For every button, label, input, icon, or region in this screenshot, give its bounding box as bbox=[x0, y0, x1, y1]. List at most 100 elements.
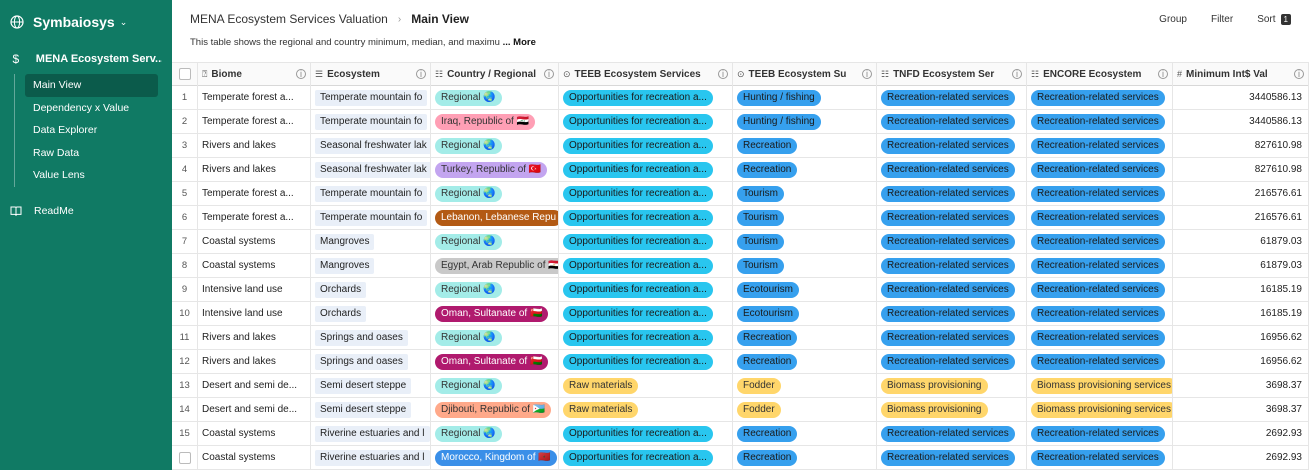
country-cell[interactable]: Regional 🌏 bbox=[431, 181, 559, 206]
country-cell[interactable]: Regional 🌏 bbox=[431, 277, 559, 302]
info-icon[interactable]: i bbox=[1158, 69, 1168, 79]
tnfd-cell[interactable]: Recreation-related services bbox=[877, 157, 1027, 182]
row-number-cell[interactable]: 15 bbox=[172, 421, 198, 446]
teeb-sub-cell[interactable]: Tourism bbox=[733, 181, 877, 206]
ecosystem-cell[interactable]: Riverine estuaries and l bbox=[311, 445, 431, 470]
column-header-teeb-sub[interactable]: ⊙ TEEB Ecosystem Su i bbox=[733, 62, 877, 86]
biome-cell[interactable]: Temperate forest a... bbox=[198, 205, 311, 230]
ecosystem-cell[interactable]: Orchards bbox=[311, 301, 431, 326]
biome-cell[interactable]: Intensive land use bbox=[198, 301, 311, 326]
teeb-service-cell[interactable]: Opportunities for recreation a... bbox=[559, 181, 733, 206]
country-cell[interactable]: Regional 🌏 bbox=[431, 133, 559, 158]
table-row[interactable]: 15 Coastal systems Riverine estuaries and … bbox=[172, 421, 1309, 446]
row-number-cell[interactable]: 8 bbox=[172, 253, 198, 278]
encore-cell[interactable]: Recreation-related services bbox=[1027, 325, 1173, 350]
table-row[interactable]: 4 Rivers and lakes Seasonal freshwater lak… bbox=[172, 157, 1309, 182]
tnfd-cell[interactable]: Recreation-related services bbox=[877, 205, 1027, 230]
encore-cell[interactable]: Recreation-related services bbox=[1027, 181, 1173, 206]
encore-cell[interactable]: Recreation-related services bbox=[1027, 157, 1173, 182]
biome-cell[interactable]: Rivers and lakes bbox=[198, 133, 311, 158]
biome-cell[interactable]: Rivers and lakes bbox=[198, 349, 311, 374]
row-number-cell[interactable]: 4 bbox=[172, 157, 198, 182]
ecosystem-cell[interactable]: Orchards bbox=[311, 277, 431, 302]
country-cell[interactable]: Regional 🌏 bbox=[431, 421, 559, 446]
breadcrumb-parent[interactable]: MENA Ecosystem Services Valuation bbox=[190, 12, 388, 26]
table-row[interactable]: Coastal systems Riverine estuaries and l M… bbox=[172, 445, 1309, 470]
teeb-service-cell[interactable]: Opportunities for recreation a... bbox=[559, 325, 733, 350]
table-row[interactable]: 5 Temperate forest a... Temperate mountain… bbox=[172, 181, 1309, 206]
info-icon[interactable]: i bbox=[1294, 69, 1304, 79]
column-header-min-value[interactable]: # Minimum Int$ Val i bbox=[1173, 62, 1309, 86]
sidebar-view-dependency-x-value[interactable]: Dependency x Value bbox=[33, 101, 130, 114]
country-cell[interactable]: Lebanon, Lebanese Repu bbox=[431, 205, 559, 230]
ecosystem-cell[interactable]: Riverine estuaries and l bbox=[311, 421, 431, 446]
info-icon[interactable]: i bbox=[296, 69, 306, 79]
info-icon[interactable]: i bbox=[544, 69, 554, 79]
country-cell[interactable]: Djibouti, Republic of 🇩🇯 bbox=[431, 397, 559, 422]
ecosystem-cell[interactable]: Semi desert steppe bbox=[311, 397, 431, 422]
table-row[interactable]: 7 Coastal systems Mangroves Regional 🌏 Oppor… bbox=[172, 229, 1309, 254]
teeb-sub-cell[interactable]: Tourism bbox=[733, 253, 877, 278]
biome-cell[interactable]: Desert and semi de... bbox=[198, 373, 311, 398]
column-header-encore[interactable]: ☷ ENCORE Ecosystem i bbox=[1027, 62, 1173, 86]
min-value-cell[interactable]: 16185.19 bbox=[1173, 301, 1309, 326]
table-row[interactable]: 1 Temperate forest a... Temperate mountain… bbox=[172, 85, 1309, 110]
teeb-sub-cell[interactable]: Recreation bbox=[733, 157, 877, 182]
tnfd-cell[interactable]: Recreation-related services bbox=[877, 445, 1027, 470]
biome-cell[interactable]: Coastal systems bbox=[198, 421, 311, 446]
biome-cell[interactable]: Coastal systems bbox=[198, 253, 311, 278]
tnfd-cell[interactable]: Recreation-related services bbox=[877, 325, 1027, 350]
encore-cell[interactable]: Recreation-related services bbox=[1027, 109, 1173, 134]
biome-cell[interactable]: Coastal systems bbox=[198, 445, 311, 470]
min-value-cell[interactable]: 3698.37 bbox=[1173, 397, 1309, 422]
teeb-sub-cell[interactable]: Recreation bbox=[733, 133, 877, 158]
teeb-service-cell[interactable]: Raw materials bbox=[559, 373, 733, 398]
teeb-service-cell[interactable]: Opportunities for recreation a... bbox=[559, 133, 733, 158]
tnfd-cell[interactable]: Recreation-related services bbox=[877, 349, 1027, 374]
tnfd-cell[interactable]: Biomass provisioning bbox=[877, 397, 1027, 422]
country-cell[interactable]: Morocco, Kingdom of 🇲🇦 bbox=[431, 445, 559, 470]
column-header-teeb-services[interactable]: ⊙ TEEB Ecosystem Services i bbox=[559, 62, 733, 86]
teeb-sub-cell[interactable]: Ecotourism bbox=[733, 277, 877, 302]
sidebar-view-value-lens[interactable]: Value Lens bbox=[33, 169, 85, 181]
biome-cell[interactable]: Temperate forest a... bbox=[198, 181, 311, 206]
min-value-cell[interactable]: 827610.98 bbox=[1173, 157, 1309, 182]
sidebar-item-readme[interactable]: ReadMe bbox=[0, 197, 172, 225]
min-value-cell[interactable]: 827610.98 bbox=[1173, 133, 1309, 158]
row-number-cell[interactable]: 5 bbox=[172, 181, 198, 206]
row-number-cell[interactable] bbox=[172, 445, 198, 470]
teeb-service-cell[interactable]: Opportunities for recreation a... bbox=[559, 445, 733, 470]
sidebar-app-item[interactable]: $ MENA Ecosystem Serv... bbox=[0, 44, 172, 74]
country-cell[interactable]: Egypt, Arab Republic of 🇪🇬 bbox=[431, 253, 559, 278]
encore-cell[interactable]: Biomass provisioning services bbox=[1027, 373, 1173, 398]
encore-cell[interactable]: Recreation-related services bbox=[1027, 229, 1173, 254]
tnfd-cell[interactable]: Recreation-related services bbox=[877, 109, 1027, 134]
row-number-cell[interactable]: 14 bbox=[172, 397, 198, 422]
info-icon[interactable]: i bbox=[416, 69, 426, 79]
group-button[interactable]: Group bbox=[1159, 13, 1187, 25]
tnfd-cell[interactable]: Recreation-related services bbox=[877, 85, 1027, 110]
biome-cell[interactable]: Coastal systems bbox=[198, 229, 311, 254]
table-row[interactable]: 10 Intensive land use Orchards Oman, Sultan… bbox=[172, 301, 1309, 326]
encore-cell[interactable]: Recreation-related services bbox=[1027, 301, 1173, 326]
teeb-service-cell[interactable]: Opportunities for recreation a... bbox=[559, 301, 733, 326]
biome-cell[interactable]: Rivers and lakes bbox=[198, 325, 311, 350]
ecosystem-cell[interactable]: Temperate mountain fo bbox=[311, 85, 431, 110]
teeb-service-cell[interactable]: Opportunities for recreation a... bbox=[559, 157, 733, 182]
info-icon[interactable]: i bbox=[718, 69, 728, 79]
table-row[interactable]: 11 Rivers and lakes Springs and oases Regio… bbox=[172, 325, 1309, 350]
encore-cell[interactable]: Recreation-related services bbox=[1027, 421, 1173, 446]
row-number-cell[interactable]: 1 bbox=[172, 85, 198, 110]
min-value-cell[interactable]: 216576.61 bbox=[1173, 205, 1309, 230]
more-link[interactable]: ... More bbox=[502, 37, 536, 48]
select-all-checkbox[interactable] bbox=[178, 68, 191, 80]
country-cell[interactable]: Turkey, Republic of 🇹🇷 bbox=[431, 157, 559, 182]
info-icon[interactable]: i bbox=[862, 69, 872, 79]
column-header-ecosystem[interactable]: ☰ Ecosystem i bbox=[311, 62, 431, 86]
column-header-tnfd[interactable]: ☷ TNFD Ecosystem Ser i bbox=[877, 62, 1027, 86]
country-cell[interactable]: Regional 🌏 bbox=[431, 229, 559, 254]
biome-cell[interactable]: Rivers and lakes bbox=[198, 157, 311, 182]
biome-cell[interactable]: Desert and semi de... bbox=[198, 397, 311, 422]
table-row[interactable]: 8 Coastal systems Mangroves Egypt, Arab Rep… bbox=[172, 253, 1309, 278]
workspace-switcher[interactable]: Symbaiosys ⌄ bbox=[0, 0, 172, 44]
